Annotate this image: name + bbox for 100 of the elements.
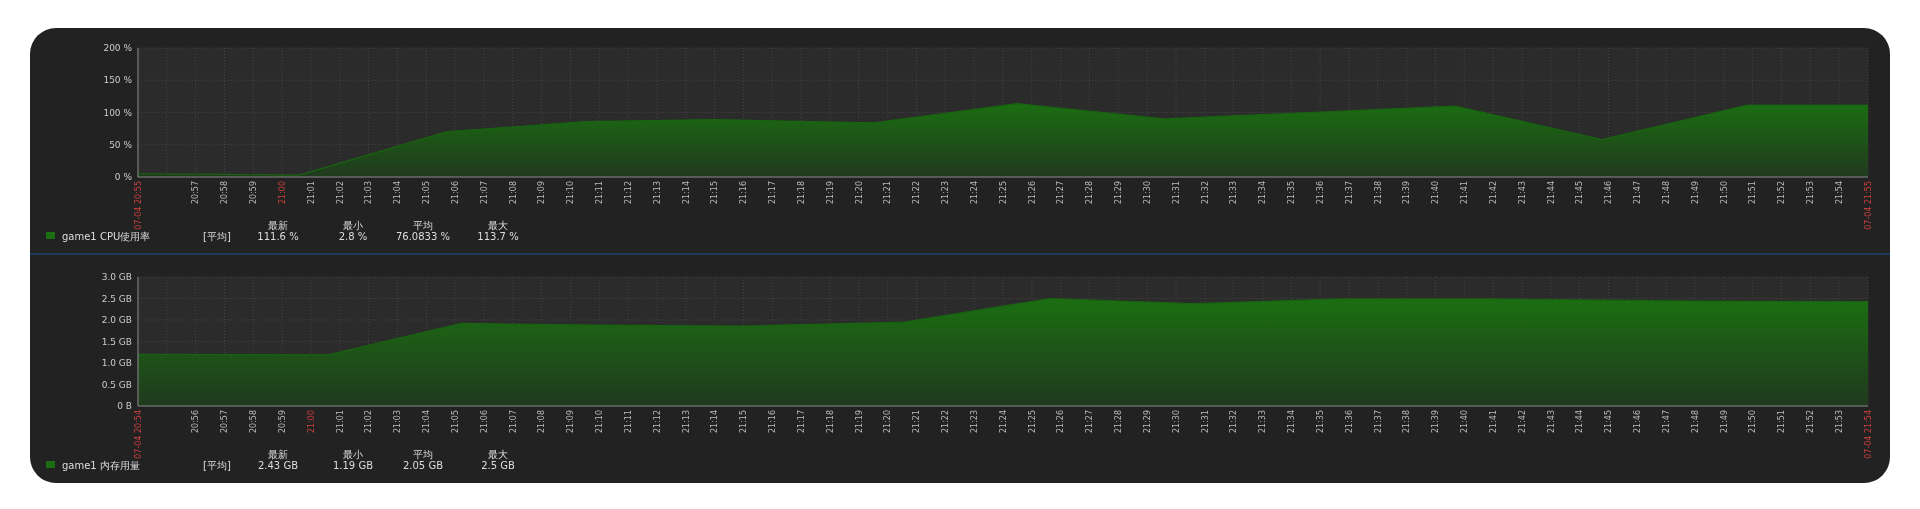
x-tick-label: 21:14 xyxy=(710,410,720,434)
text: 最大 xyxy=(488,220,508,231)
x-tick-label: 20:56 xyxy=(191,410,201,434)
x-tick-label: 21:53 xyxy=(1806,181,1816,205)
x-tick-label: 07-04 20:54 xyxy=(133,410,143,459)
y-tick-label: 200 % xyxy=(103,43,133,54)
x-tick-label: 21:49 xyxy=(1719,410,1729,434)
x-tick-label: 21:34 xyxy=(1287,410,1297,434)
legend-label: game1 内存用量 xyxy=(62,460,140,471)
x-tick-label: 07-04 21:54 xyxy=(1863,410,1873,459)
text: 平均 xyxy=(413,449,433,460)
x-tick-label: 21:05 xyxy=(422,181,432,205)
x-tick-label: 21:30 xyxy=(1142,181,1152,205)
x-tick-label: 21:44 xyxy=(1575,410,1585,434)
x-tick-label: 21:49 xyxy=(1690,181,1700,205)
x-tick-label: 21:31 xyxy=(1171,181,1181,205)
x-tick-label: 21:28 xyxy=(1085,181,1095,205)
x-tick-label: 21:36 xyxy=(1315,181,1325,205)
x-tick-label: 21:21 xyxy=(912,410,922,434)
x-tick-label: 21:19 xyxy=(854,410,864,434)
x-tick-label: 21:39 xyxy=(1402,181,1412,205)
text: 最新 xyxy=(268,449,288,460)
x-tick-label: 21:47 xyxy=(1633,181,1643,205)
x-tick-label: 21:34 xyxy=(1258,181,1268,205)
x-tick-label: 21:03 xyxy=(364,181,374,205)
x-tick-label: 21:48 xyxy=(1661,181,1671,205)
x-tick-label: 21:22 xyxy=(912,181,922,205)
text: 平均 xyxy=(413,220,433,231)
x-tick-label: 21:29 xyxy=(1142,410,1152,434)
x-tick-label: 21:37 xyxy=(1373,410,1383,434)
x-tick-label: 21:15 xyxy=(710,181,720,205)
text: 最大 xyxy=(488,449,508,460)
x-tick-label: 21:10 xyxy=(566,181,576,205)
x-tick-label: 21:37 xyxy=(1344,181,1354,205)
x-tick-label: 21:26 xyxy=(1056,410,1066,434)
x-tick-label: 07-04 20:55 xyxy=(133,181,143,230)
x-tick-label: 21:41 xyxy=(1460,181,1470,205)
x-tick-label: 21:42 xyxy=(1517,410,1527,434)
x-tick-label: 21:07 xyxy=(508,410,518,434)
y-tick-label: 0.5 GB xyxy=(101,379,132,390)
x-tick-label: 21:36 xyxy=(1344,410,1354,434)
x-tick-label: 21:07 xyxy=(479,181,489,205)
y-tick-label: 0 % xyxy=(114,172,133,183)
x-tick-label: 20:57 xyxy=(220,410,230,434)
x-tick-label: 21:35 xyxy=(1315,410,1325,434)
x-tick-label: 21:12 xyxy=(623,181,633,205)
x-tick-label: 21:39 xyxy=(1431,410,1441,434)
x-tick-label: 21:01 xyxy=(306,181,316,205)
x-tick-label: 21:18 xyxy=(796,181,806,205)
x-tick-label: 21:08 xyxy=(508,181,518,205)
text: 最小 xyxy=(343,220,363,231)
x-tick-label: 21:12 xyxy=(652,410,662,434)
x-tick-label: 21:17 xyxy=(796,410,806,434)
text: 2.8 % xyxy=(338,231,368,242)
y-tick-label: 3.0 GB xyxy=(101,272,132,283)
x-tick-label: 21:32 xyxy=(1229,410,1239,434)
x-tick-label: 21:02 xyxy=(364,410,374,434)
x-tick-label: 21:18 xyxy=(825,410,835,434)
x-tick-label: 21:24 xyxy=(969,181,979,205)
x-tick-label: 20:59 xyxy=(249,181,259,205)
text: 最新 xyxy=(268,220,288,231)
x-tick-label: 21:33 xyxy=(1229,181,1239,205)
x-tick-label: 20:58 xyxy=(220,181,230,205)
text: 76.0833 % xyxy=(395,231,451,242)
x-tick-label: 21:46 xyxy=(1633,410,1643,434)
x-tick-label: 21:38 xyxy=(1402,410,1412,434)
text: [平均] xyxy=(203,231,231,242)
y-tick-label: 50 % xyxy=(109,139,133,150)
x-tick-label: 21:00 xyxy=(277,181,287,205)
x-tick-label: 21:06 xyxy=(479,410,489,434)
x-tick-label: 21:28 xyxy=(1114,410,1124,434)
y-tick-label: 2.0 GB xyxy=(101,315,132,326)
x-tick-label: 21:04 xyxy=(393,181,403,205)
x-tick-label: 21:29 xyxy=(1114,181,1124,205)
x-tick-label: 21:38 xyxy=(1373,181,1383,205)
x-tick-label: 21:51 xyxy=(1748,181,1758,205)
x-tick-label: 21:15 xyxy=(739,410,749,434)
x-tick-label: 21:01 xyxy=(335,410,345,434)
x-tick-label: 21:51 xyxy=(1777,410,1787,434)
x-tick-label: 21:27 xyxy=(1085,410,1095,434)
x-tick-label: 21:52 xyxy=(1777,181,1787,205)
x-tick-label: 21:11 xyxy=(595,181,605,205)
x-tick-label: 20:58 xyxy=(249,410,259,434)
y-tick-label: 1.0 GB xyxy=(101,358,132,369)
y-tick-label: 2.5 GB xyxy=(101,293,132,304)
y-tick-label: 0 B xyxy=(117,401,132,412)
x-tick-label: 21:20 xyxy=(854,181,864,205)
x-tick-label: 21:41 xyxy=(1488,410,1498,434)
x-tick-label: 21:25 xyxy=(1027,410,1037,434)
y-tick-label: 1.5 GB xyxy=(101,336,132,347)
y-tick-label: 150 % xyxy=(103,75,133,86)
x-tick-label: 21:22 xyxy=(941,410,951,434)
x-tick-label: 21:45 xyxy=(1604,410,1614,434)
x-tick-label: 21:43 xyxy=(1546,410,1556,434)
x-tick-label: 21:00 xyxy=(306,410,316,434)
x-tick-label: 21:32 xyxy=(1200,181,1210,205)
x-tick-label: 21:47 xyxy=(1661,410,1671,434)
x-tick-label: 21:17 xyxy=(768,181,778,205)
x-tick-label: 21:04 xyxy=(422,410,432,434)
x-tick-label: 21:16 xyxy=(739,181,749,205)
